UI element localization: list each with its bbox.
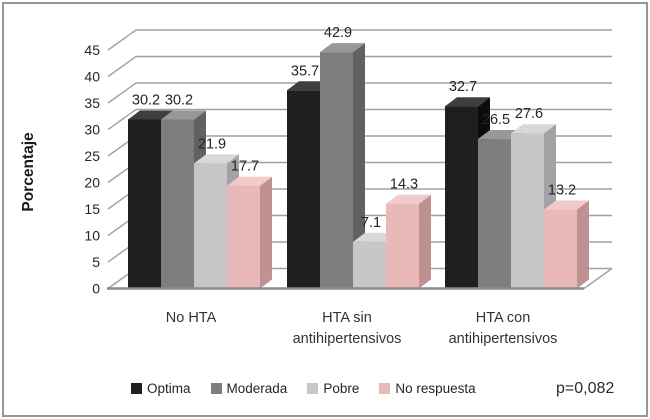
data-label-optima-1: 35.7	[291, 63, 319, 79]
tick-connector-35	[107, 82, 137, 104]
data-label-optima-0: 30.2	[132, 92, 160, 108]
bar-top-optima-2	[445, 97, 490, 107]
bar-pobre-2	[511, 133, 544, 289]
legend-label-no-respuesta: No respuesta	[395, 381, 476, 396]
bar-no-respuesta-2	[544, 209, 577, 289]
y-axis-title: Porcentaje	[20, 132, 37, 212]
data-label-pobre-2: 27.6	[515, 106, 543, 122]
bar-no-respuesta-1	[386, 203, 419, 289]
bar-top-no-respuesta-2	[544, 200, 589, 210]
tick-connector-40	[107, 55, 137, 78]
bar-top-optima-0	[128, 110, 173, 120]
bar-side-no-respuesta-2	[577, 200, 589, 289]
bar-moderada-2	[478, 139, 511, 289]
bar-side-moderada-1	[353, 43, 365, 289]
category-label-1-line-0: HTA sin	[322, 310, 372, 326]
data-label-moderada-0: 30.2	[165, 92, 193, 108]
legend-label-moderada: Moderada	[226, 381, 288, 396]
legend-item-optima: Optima	[131, 381, 191, 396]
y-tick-label-15: 15	[84, 201, 100, 217]
y-tick-label-45: 45	[84, 42, 100, 58]
bar-top-pobre-2	[511, 124, 556, 134]
data-label-moderada-1: 42.9	[324, 25, 352, 41]
data-label-no-respuesta-1: 14.3	[390, 177, 418, 193]
legend-swatch-moderada	[210, 383, 222, 394]
y-tick-label-5: 5	[92, 254, 100, 270]
legend-label-optima: Optima	[147, 381, 191, 396]
bar-side-no-respuesta-0	[260, 176, 272, 289]
floor-right-edge	[583, 267, 613, 290]
legend-item-pobre: Pobre	[307, 381, 359, 396]
y-tick-label-35: 35	[84, 95, 100, 111]
legend-swatch-optima	[131, 383, 142, 394]
bar-pobre-0	[194, 163, 227, 289]
bar-top-pobre-0	[194, 154, 239, 164]
legend-item-moderada: Moderada	[210, 381, 288, 396]
data-label-no-respuesta-0: 17.7	[231, 159, 259, 175]
y-tick-label-0: 0	[92, 281, 100, 297]
data-label-pobre-0: 21.9	[198, 136, 226, 152]
data-label-no-respuesta-2: 13.2	[548, 183, 576, 199]
legend-item-no-respuesta: No respuesta	[379, 381, 476, 396]
p-value-annotation: p=0,082	[556, 380, 615, 397]
category-label-1-line-1: antihipertensivos	[293, 331, 402, 347]
y-tick-label-25: 25	[84, 148, 100, 164]
bar-top-no-respuesta-1	[386, 194, 431, 204]
tick-connector-30	[107, 108, 137, 131]
legend-swatch-no-respuesta	[379, 383, 391, 394]
y-tick-label-30: 30	[84, 122, 100, 138]
bar-optima-0	[128, 119, 161, 289]
data-label-optima-2: 32.7	[449, 79, 477, 95]
category-label-0-line-0: No HTA	[166, 310, 217, 326]
bar-optima-1	[287, 90, 320, 289]
bar-top-no-respuesta-0	[227, 176, 272, 186]
legend-swatch-pobre	[307, 383, 319, 394]
data-label-pobre-1: 7.1	[361, 215, 381, 231]
bar-top-moderada-0	[161, 110, 206, 120]
bar-no-respuesta-0	[227, 185, 260, 289]
y-tick-label-40: 40	[84, 69, 100, 85]
legend-label-pobre: Pobre	[323, 381, 360, 396]
data-label-moderada-2: 26.5	[482, 112, 510, 128]
y-tick-label-10: 10	[84, 228, 100, 244]
bar-pobre-1	[353, 241, 386, 289]
bar-moderada-0	[161, 119, 194, 289]
bar-top-moderada-1	[320, 43, 365, 53]
bar-moderada-1	[320, 52, 353, 289]
bar-optima-2	[445, 106, 478, 289]
bar-side-no-respuesta-1	[419, 194, 431, 289]
chart-legend: Optima Moderada Pobre No respuesta	[131, 381, 476, 396]
tick-connector-45	[107, 29, 137, 51]
y-tick-label-20: 20	[84, 175, 100, 191]
category-label-2-line-1: antihipertensivos	[449, 331, 558, 347]
category-label-2-line-0: HTA con	[476, 310, 531, 326]
